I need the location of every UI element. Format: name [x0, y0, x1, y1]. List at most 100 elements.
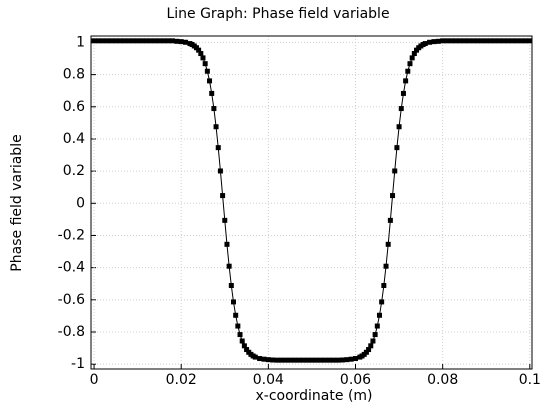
marker: [228, 283, 234, 289]
y-tick-label: 0.6: [63, 99, 85, 115]
marker: [348, 356, 354, 362]
y-tick-label: 1: [76, 34, 85, 50]
marker: [196, 47, 202, 53]
marker: [353, 356, 359, 362]
marker: [207, 78, 213, 84]
marker: [501, 38, 507, 44]
y-tick-label: 0.8: [63, 67, 85, 83]
marker: [108, 38, 114, 44]
marker: [220, 193, 226, 199]
y-tick-label: -0.4: [58, 260, 85, 276]
marker: [161, 38, 167, 44]
x-tick-label: 0.06: [340, 372, 371, 388]
y-tick-label: -0.8: [58, 324, 85, 340]
marker: [366, 347, 372, 353]
marker: [278, 357, 284, 363]
marker: [198, 51, 204, 57]
marker: [257, 356, 263, 362]
marker: [422, 41, 428, 47]
marker: [213, 124, 219, 130]
marker: [283, 357, 289, 363]
chart-title: Line Graph: Phase field variable: [166, 6, 389, 22]
marker: [372, 332, 378, 338]
marker: [95, 38, 101, 44]
marker: [407, 61, 413, 67]
marker: [156, 38, 162, 44]
marker: [505, 38, 511, 44]
marker: [126, 38, 132, 44]
marker: [174, 38, 180, 44]
marker: [383, 263, 389, 269]
marker: [363, 349, 369, 355]
marker: [522, 38, 528, 44]
marker: [222, 217, 228, 223]
marker: [479, 38, 485, 44]
x-tick-label: 0.1: [519, 372, 541, 388]
marker: [488, 38, 494, 44]
marker: [409, 55, 415, 61]
marker: [396, 124, 402, 130]
marker: [400, 90, 406, 96]
marker: [370, 338, 376, 344]
marker: [440, 38, 446, 44]
marker: [394, 145, 400, 151]
marker: [496, 38, 502, 44]
x-tick-label: 0.08: [427, 372, 458, 388]
marker: [200, 55, 206, 61]
y-tick-label: -0.2: [58, 227, 85, 243]
marker: [233, 312, 239, 318]
marker: [113, 38, 119, 44]
y-tick-label: 0: [76, 195, 85, 211]
marker: [322, 357, 328, 363]
marker: [135, 38, 141, 44]
marker: [492, 38, 498, 44]
marker: [374, 323, 380, 329]
marker: [287, 357, 293, 363]
marker: [235, 323, 241, 329]
marker: [217, 168, 223, 174]
marker: [518, 38, 524, 44]
marker: [215, 145, 221, 151]
marker: [398, 106, 404, 112]
marker: [344, 357, 350, 363]
marker: [466, 38, 472, 44]
marker: [226, 263, 232, 269]
line: [94, 40, 530, 361]
marker: [252, 354, 258, 360]
marker: [326, 357, 332, 363]
marker: [379, 299, 385, 305]
x-tick-label: 0: [90, 372, 99, 388]
marker: [335, 357, 341, 363]
marker: [475, 38, 481, 44]
x-axis-label: x-coordinate (m): [255, 388, 372, 404]
marker: [230, 299, 236, 305]
marker: [431, 39, 437, 45]
marker: [100, 38, 106, 44]
marker: [509, 38, 515, 44]
marker: [405, 68, 411, 74]
marker: [453, 38, 459, 44]
marker: [117, 38, 123, 44]
marker: [392, 168, 398, 174]
marker: [91, 38, 97, 44]
y-tick-label: -1: [71, 356, 85, 372]
marker: [241, 343, 247, 349]
marker: [444, 38, 450, 44]
marker: [104, 38, 110, 44]
marker: [148, 38, 154, 44]
marker: [331, 357, 337, 363]
x-tick-label: 0.02: [166, 372, 197, 388]
marker: [122, 38, 128, 44]
marker: [292, 357, 298, 363]
marker: [143, 38, 149, 44]
marker: [211, 106, 217, 112]
marker: [461, 38, 467, 44]
marker: [313, 357, 319, 363]
marker: [387, 217, 393, 223]
marker: [385, 241, 391, 247]
y-tick-label: 0.2: [63, 163, 85, 179]
marker: [209, 90, 215, 96]
marker: [339, 357, 345, 363]
marker: [296, 357, 302, 363]
